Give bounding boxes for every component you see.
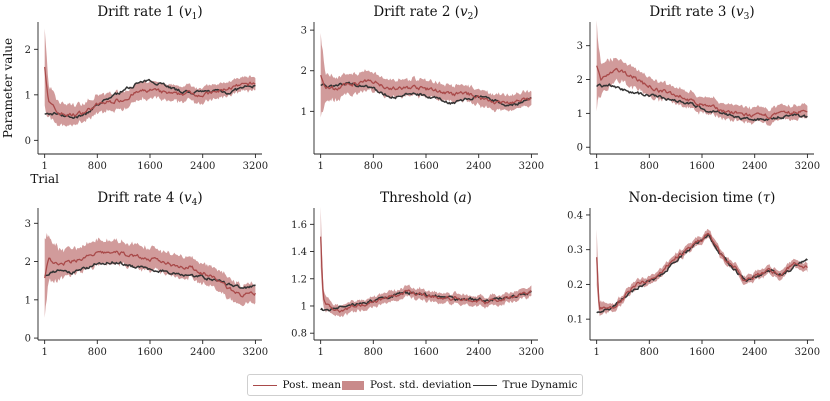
posterior-sd-band bbox=[44, 233, 256, 318]
x-tick-label: 800 bbox=[640, 161, 659, 172]
legend-sd-swatch bbox=[342, 380, 365, 390]
legend-item-sd: Post. std. deviation bbox=[342, 379, 471, 391]
legend-item-mean: Post. mean bbox=[252, 379, 341, 391]
y-tick-label: 1 bbox=[25, 295, 31, 306]
y-tick-label: 1 bbox=[301, 301, 307, 312]
x-tick-label: 1 bbox=[41, 347, 47, 358]
x-tick-label: 2400 bbox=[466, 161, 491, 172]
panel-title: Non-decision time (τ) bbox=[629, 190, 776, 206]
legend-truth-label: True Dynamic bbox=[502, 379, 578, 391]
posterior-mean-line bbox=[596, 65, 808, 120]
posterior-mean-line bbox=[596, 232, 808, 310]
legend-mean-label: Post. mean bbox=[282, 379, 341, 391]
x-axis-label: Trial bbox=[30, 172, 59, 186]
x-tick-label: 2400 bbox=[742, 161, 767, 172]
panel-title: Drift rate 1 (v1) bbox=[97, 4, 202, 22]
x-tick-label: 3200 bbox=[519, 161, 544, 172]
posterior-mean-line bbox=[320, 236, 532, 313]
y-tick-label: 0.8 bbox=[291, 329, 307, 340]
y-tick-label: 3 bbox=[301, 26, 307, 37]
panel-title: Drift rate 2 (v2) bbox=[373, 4, 478, 22]
x-tick-label: 800 bbox=[364, 347, 383, 358]
true-dynamic-line bbox=[596, 83, 808, 122]
x-tick-label: 1600 bbox=[137, 161, 162, 172]
posterior-sd-band bbox=[320, 33, 532, 118]
y-tick-label: 1.6 bbox=[291, 220, 307, 231]
x-tick-label: 800 bbox=[640, 347, 659, 358]
legend-mean-swatch bbox=[252, 384, 277, 386]
y-tick-label: 1 bbox=[577, 109, 583, 120]
y-tick-label: 3 bbox=[577, 41, 583, 52]
y-tick-label: 1 bbox=[25, 90, 31, 101]
true-dynamic-line bbox=[320, 81, 532, 107]
x-tick-label: 2400 bbox=[742, 347, 767, 358]
x-tick-label: 1 bbox=[593, 347, 599, 358]
x-tick-label: 1600 bbox=[413, 347, 438, 358]
x-tick-label: 3200 bbox=[795, 161, 820, 172]
x-tick-label: 1600 bbox=[137, 347, 162, 358]
posterior-sd-band bbox=[44, 28, 256, 127]
panel-title: Drift rate 4 (v4) bbox=[97, 190, 202, 208]
y-tick-label: 0.2 bbox=[567, 280, 583, 291]
posterior-mean-line bbox=[44, 250, 256, 298]
x-tick-label: 2400 bbox=[190, 347, 215, 358]
legend-sd-label: Post. std. deviation bbox=[370, 379, 472, 391]
legend-truth-swatch bbox=[472, 384, 497, 386]
x-tick-label: 800 bbox=[88, 161, 107, 172]
y-tick-label: 0 bbox=[25, 136, 31, 147]
panel-2: 1 800 1600 2400 3200 1 2 3 Drift rate 2 (v2) bbox=[301, 4, 545, 172]
x-tick-label: 800 bbox=[88, 347, 107, 358]
panel-title: Drift rate 3 (v3) bbox=[649, 4, 754, 22]
x-tick-label: 1 bbox=[317, 161, 323, 172]
y-tick-label: 1 bbox=[301, 107, 307, 118]
panel-5: 1 800 1600 2400 3200 0.8 1 1.2 1.4 1.6 Threshold (… bbox=[291, 190, 544, 358]
y-tick-label: 2 bbox=[25, 45, 31, 56]
y-tick-label: 2 bbox=[577, 75, 583, 86]
panel-6: 1 800 1600 2400 3200 0.1 0.2 0.3 0.4 Non-decision… bbox=[567, 190, 820, 358]
x-tick-label: 3200 bbox=[243, 161, 268, 172]
y-tick-label: 1.2 bbox=[291, 274, 307, 285]
x-tick-label: 1 bbox=[41, 161, 47, 172]
panel-title: Threshold (a) bbox=[380, 190, 472, 206]
y-tick-label: 3 bbox=[25, 219, 31, 230]
legend: Post. mean Post. std. deviation True Dyn… bbox=[247, 374, 583, 396]
x-tick-label: 2400 bbox=[466, 347, 491, 358]
x-tick-label: 1600 bbox=[413, 161, 438, 172]
y-tick-label: 0.4 bbox=[567, 210, 583, 221]
x-tick-label: 2400 bbox=[190, 161, 215, 172]
x-tick-label: 1 bbox=[593, 161, 599, 172]
x-tick-label: 3200 bbox=[519, 347, 544, 358]
legend-item-truth: True Dynamic bbox=[472, 379, 578, 391]
y-tick-label: 0.3 bbox=[567, 245, 583, 256]
y-tick-label: 2 bbox=[301, 66, 307, 77]
y-axis-label: Parameter value bbox=[1, 38, 15, 138]
x-tick-label: 800 bbox=[364, 161, 383, 172]
panel-1: 1 800 1600 2400 3200 0 1 2 Drift rate 1 (v1) Para… bbox=[1, 4, 268, 186]
x-tick-label: 3200 bbox=[243, 347, 268, 358]
posterior-mean-line bbox=[320, 75, 532, 105]
y-tick-label: 1.4 bbox=[291, 247, 307, 258]
y-tick-label: 0 bbox=[577, 143, 583, 154]
posterior-mean-line bbox=[44, 66, 256, 117]
y-tick-label: 0.1 bbox=[567, 315, 583, 326]
x-tick-label: 3200 bbox=[795, 347, 820, 358]
posterior-sd-band bbox=[596, 20, 808, 126]
x-tick-label: 1 bbox=[317, 347, 323, 358]
y-tick-label: 0 bbox=[25, 334, 31, 345]
x-tick-label: 1600 bbox=[689, 161, 714, 172]
y-tick-label: 2 bbox=[25, 257, 31, 268]
true-dynamic-line bbox=[44, 261, 256, 289]
true-dynamic-line bbox=[320, 290, 532, 312]
x-tick-label: 1600 bbox=[689, 347, 714, 358]
